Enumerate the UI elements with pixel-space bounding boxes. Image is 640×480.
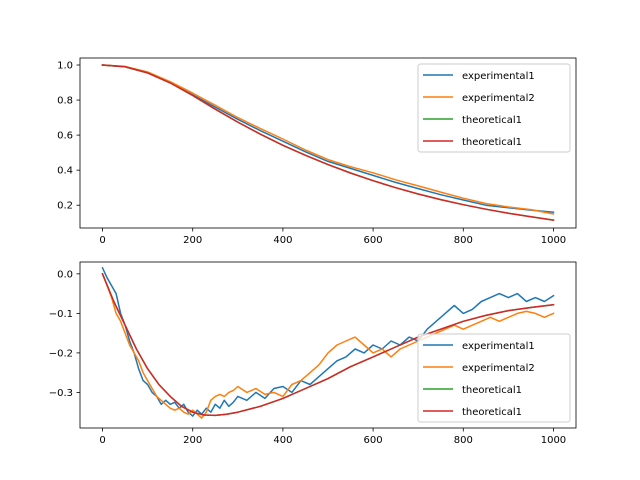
x-tick-label: 400: [273, 235, 292, 246]
x-tick-label: 200: [183, 435, 202, 446]
x-tick-label: 600: [364, 235, 383, 246]
legend-label-1: experimental1: [462, 341, 535, 352]
x-tick-label: 1000: [541, 235, 566, 246]
legend-frame: [417, 333, 571, 423]
bottom-plot: 0 200 400 600 800 1000 −0.3 −0.2 −0.1 0.0 experime…: [49, 261, 577, 446]
y-tick-label: 0.4: [57, 166, 73, 177]
y-tick-label: 0.0: [57, 269, 73, 280]
top-plot: 0 200 400 600 800 1000 0.2 0.4 0.6 0.8 1.0 experime…: [57, 57, 577, 246]
y-tick-label: 1.0: [57, 61, 73, 72]
legend-label-3: theoretical1: [462, 115, 522, 126]
y-tick-label: −0.1: [49, 309, 73, 320]
legend-label-2: experimental2: [462, 363, 535, 374]
x-tick-label: 800: [454, 435, 473, 446]
series-line-1: [101, 266, 555, 417]
series-line-2: [101, 272, 555, 419]
y-tick-label: 0.2: [57, 201, 73, 212]
legend-frame: [417, 63, 571, 153]
x-tick-label: 600: [364, 435, 383, 446]
legend-label-4: theoretical1: [462, 407, 522, 418]
series-line-2: [101, 64, 555, 215]
legend-label-3: theoretical1: [462, 385, 522, 396]
x-tick-label: 1000: [541, 435, 566, 446]
x-tick-label: 0: [99, 235, 105, 246]
x-tick-label: 0: [99, 435, 105, 446]
series-line-4: [101, 64, 555, 221]
legend: experimental1 experimental2 theoretical1 th…: [417, 333, 571, 423]
legend-label-2: experimental2: [462, 93, 535, 104]
legend-label-4: theoretical1: [462, 137, 522, 148]
x-tick-label: 400: [273, 435, 292, 446]
y-tick-label: 0.8: [57, 96, 73, 107]
axes-frame: [79, 57, 577, 229]
series-line-4: [101, 272, 555, 417]
x-tick-label: 200: [183, 235, 202, 246]
y-tick-label: −0.2: [49, 348, 73, 359]
y-tick-label: −0.3: [49, 388, 73, 399]
y-tick-label: 0.6: [57, 131, 73, 142]
x-tick-label: 800: [454, 235, 473, 246]
axes-frame: [79, 261, 577, 429]
legend-label-1: experimental1: [462, 71, 535, 82]
legend: experimental1 experimental2 theoretical1 th…: [417, 63, 571, 153]
